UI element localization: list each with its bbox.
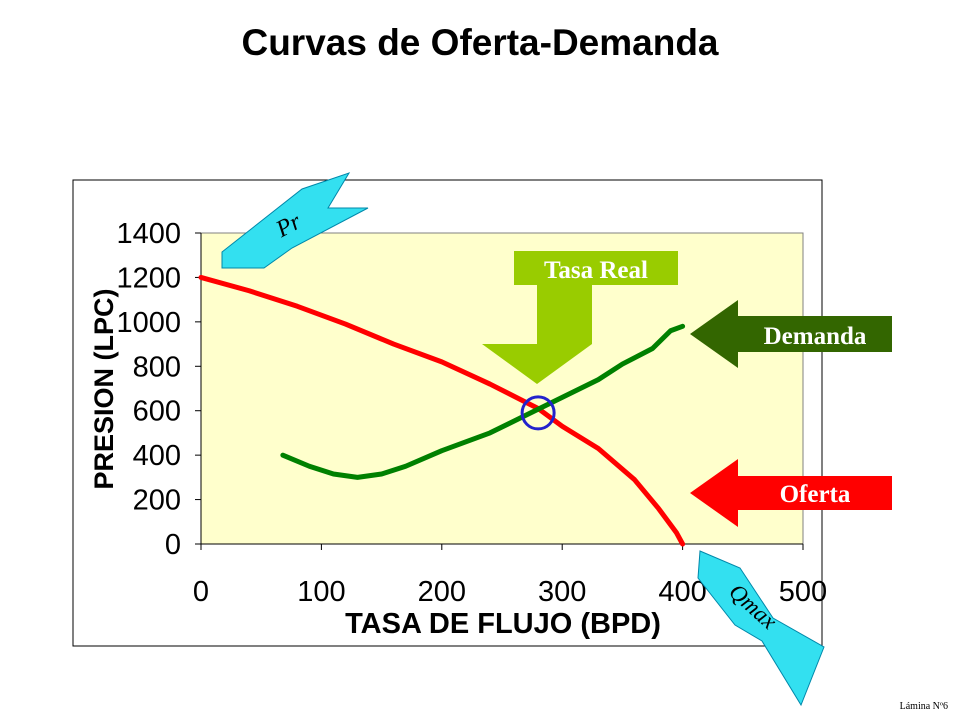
tasa-real-label: Tasa Real (544, 257, 648, 284)
x-tick-label: 200 (418, 576, 466, 608)
tasa-real-callout: Tasa Real (482, 251, 678, 384)
series-layer (198, 274, 686, 547)
demanda-arrow-shape (690, 300, 892, 368)
x-tick-label: 400 (658, 576, 706, 608)
y-tick-label: 1000 (116, 307, 181, 339)
axes: 0 100 200 300 400 500 0 200 400 600 800 1000 1200 140… (116, 218, 827, 608)
tasa-real-arrow-shape (482, 251, 678, 384)
demanda-label: Demanda (764, 323, 867, 350)
y-axis-label: PRESION (LPC) (89, 288, 119, 489)
x-tick-label: 100 (297, 576, 345, 608)
y-tick-label: 1400 (116, 218, 181, 250)
demanda-callout: Demanda (690, 300, 892, 368)
slide-footer: Lámina Nº6 (899, 701, 948, 712)
pr-callout: Pr (221, 172, 369, 269)
y-tick-label: 200 (133, 485, 181, 517)
oferta-arrow-shape (690, 459, 892, 527)
series-line-oferta (198, 274, 686, 547)
qmax-arrow-shape (697, 550, 825, 707)
y-tick-label: 600 (133, 396, 181, 428)
oferta-label: Oferta (780, 481, 851, 508)
intersection-circle (520, 395, 556, 431)
y-tick-label: 1200 (116, 262, 181, 294)
oferta-callout: Oferta (690, 459, 892, 527)
x-tick-label: 500 (779, 576, 827, 608)
y-tick-label: 400 (133, 440, 181, 472)
y-tick-label: 800 (133, 351, 181, 383)
x-tick-label: 0 (193, 576, 209, 608)
series-line-demanda (280, 323, 686, 480)
pr-arrow-shape (221, 172, 369, 269)
x-axis-label: TASA DE FLUJO (BPD) (345, 608, 661, 640)
x-tick-label: 300 (538, 576, 586, 608)
y-tick-label: 0 (165, 529, 181, 561)
slide-title: Curvas de Oferta-Demanda (241, 22, 719, 63)
